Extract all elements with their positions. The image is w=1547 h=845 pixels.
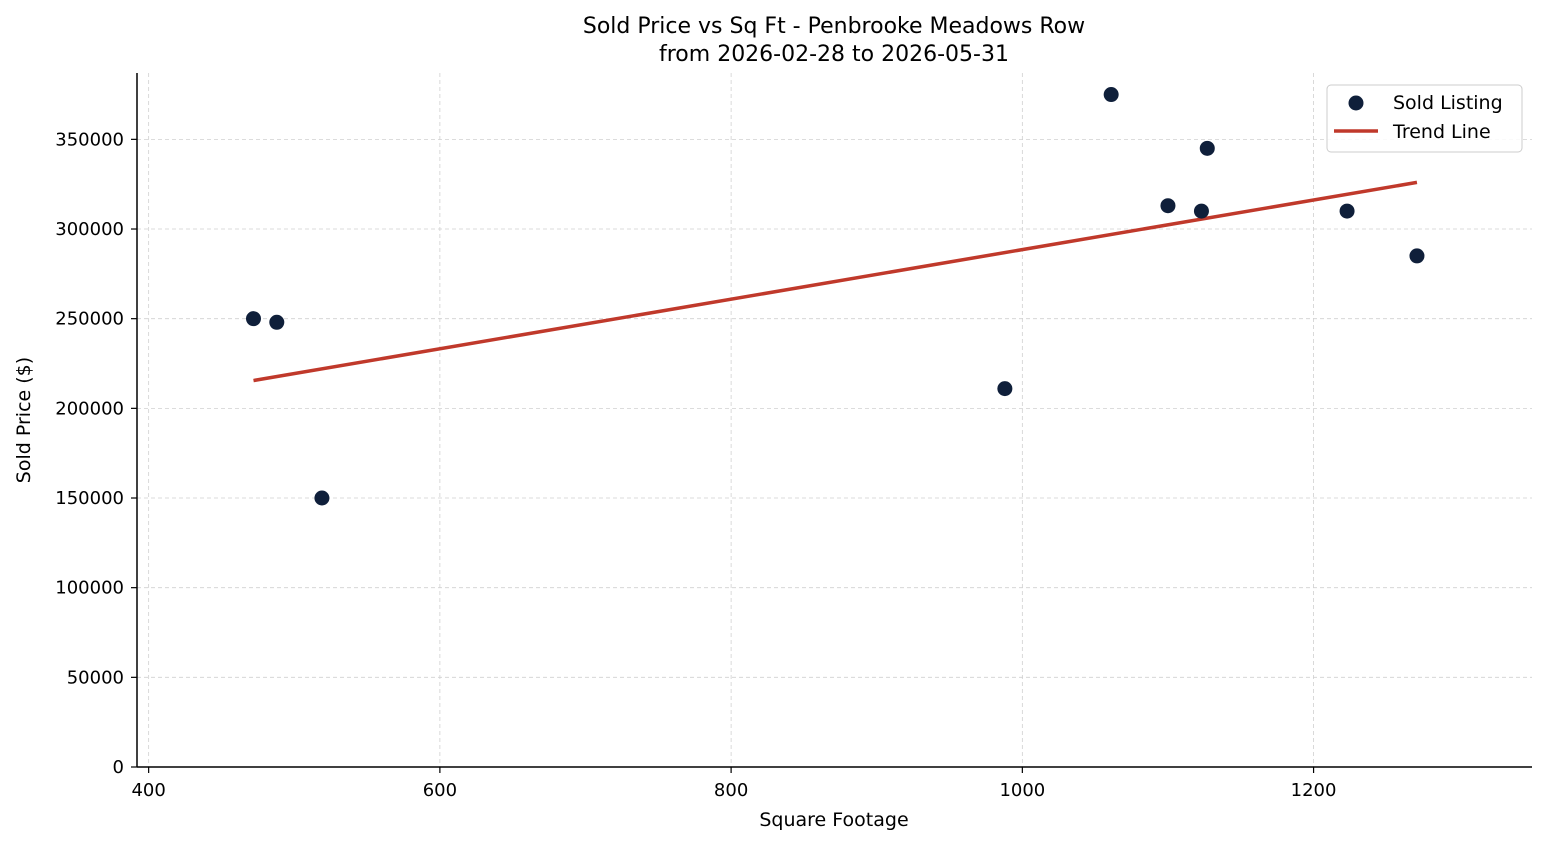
legend-label-trend-line: Trend Line [1392, 121, 1491, 143]
x-tick-label: 1000 [999, 780, 1045, 801]
grid [137, 73, 1532, 768]
y-tick-label: 300000 [55, 219, 124, 240]
legend-label-sold-listing: Sold Listing [1393, 92, 1503, 114]
x-tick-label: 800 [714, 780, 748, 801]
x-tick-label: 600 [423, 780, 457, 801]
y-tick-label: 350000 [55, 129, 124, 150]
scatter-point [269, 314, 285, 330]
chart-subtitle: from 2026-02-28 to 2026-05-31 [659, 42, 1009, 67]
axes [136, 73, 1532, 768]
x-axis-label: Square Footage [759, 809, 908, 831]
legend: Sold Listing Trend Line [1326, 84, 1523, 153]
scatter-point [314, 490, 330, 506]
scatter-point [1409, 248, 1425, 264]
scatter-point [1103, 87, 1119, 103]
scatter-point [1199, 140, 1215, 156]
chart-title: Sold Price vs Sq Ft - Penbrooke Meadows … [583, 14, 1085, 39]
legend-marker-sold-listing [1348, 95, 1364, 111]
x-tick-label: 1200 [1291, 780, 1337, 801]
x-tick-label: 400 [131, 780, 165, 801]
scatter-point [1193, 203, 1209, 219]
y-tick-label: 200000 [55, 398, 124, 419]
scatter-point [245, 311, 261, 327]
y-tick-label: 150000 [55, 488, 124, 509]
scatter-point [997, 381, 1013, 397]
legend-box [1326, 84, 1523, 153]
scatter-point [1339, 203, 1355, 219]
series [245, 87, 1425, 506]
scatter-point [1160, 198, 1176, 214]
y-tick-label: 50000 [67, 667, 124, 688]
y-tick-label: 100000 [55, 578, 124, 599]
ticks: 400 600 800 1000 1200 0 50000 100000 150000 20000… [55, 129, 1336, 801]
y-tick-label: 250000 [55, 309, 124, 330]
trend-line [253, 180, 1418, 383]
y-axis-label: Sold Price ($) [13, 357, 35, 483]
y-tick-label: 0 [113, 757, 124, 778]
